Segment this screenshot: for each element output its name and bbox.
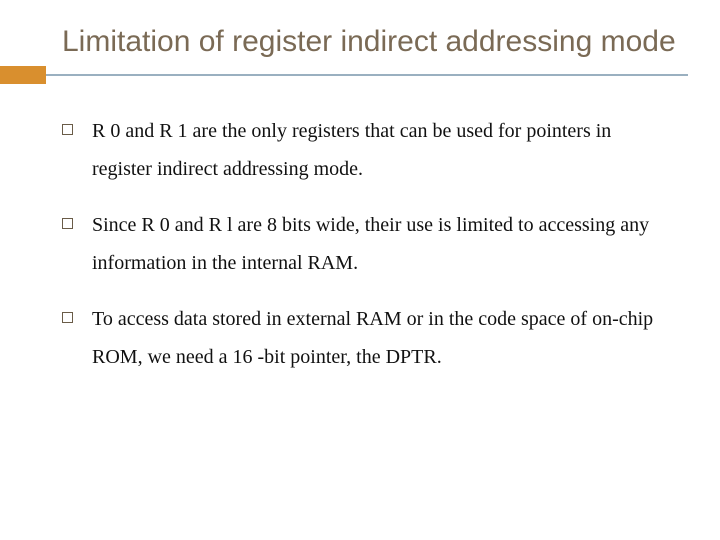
accent-box [0, 66, 46, 84]
title-underline-wrap [62, 66, 720, 76]
square-bullet-icon [62, 218, 73, 229]
slide-content: R 0 and R 1 are the only registers that … [0, 76, 720, 376]
bullet-list: R 0 and R 1 are the only registers that … [62, 112, 672, 376]
square-bullet-icon [62, 124, 73, 135]
bullet-text: To access data stored in external RAM or… [92, 308, 653, 368]
list-item: R 0 and R 1 are the only registers that … [62, 112, 672, 188]
bullet-text: R 0 and R 1 are the only registers that … [92, 120, 611, 180]
title-underline [46, 74, 688, 76]
list-item: To access data stored in external RAM or… [62, 300, 672, 376]
square-bullet-icon [62, 312, 73, 323]
slide: Limitation of register indirect addressi… [0, 0, 720, 540]
slide-title: Limitation of register indirect addressi… [62, 24, 720, 66]
title-block: Limitation of register indirect addressi… [0, 0, 720, 76]
bullet-text: Since R 0 and R l are 8 bits wide, their… [92, 214, 649, 274]
list-item: Since R 0 and R l are 8 bits wide, their… [62, 206, 672, 282]
